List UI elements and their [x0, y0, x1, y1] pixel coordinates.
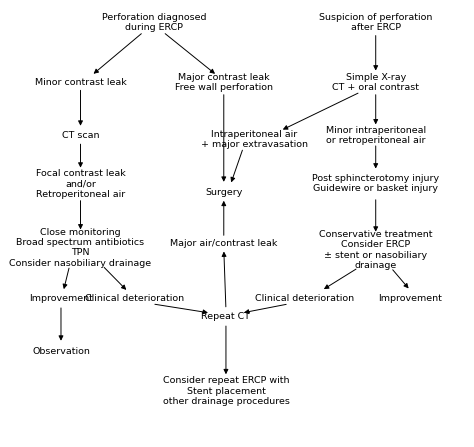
Text: Surgery: Surgery [205, 188, 243, 197]
Text: Perforation diagnosed
during ERCP: Perforation diagnosed during ERCP [102, 13, 207, 32]
Text: Suspicion of perforation
after ERCP: Suspicion of perforation after ERCP [319, 13, 432, 32]
Text: Observation: Observation [32, 347, 90, 356]
Text: Intraperitoneal air
+ major extravasation: Intraperitoneal air + major extravasatio… [201, 130, 308, 149]
Text: Minor contrast leak: Minor contrast leak [35, 78, 127, 87]
Text: Major air/contrast leak: Major air/contrast leak [170, 239, 277, 248]
Text: Minor intraperitoneal
or retroperitoneal air: Minor intraperitoneal or retroperitoneal… [326, 126, 426, 145]
Text: Clinical deterioration: Clinical deterioration [85, 294, 184, 303]
Text: Conservative treatment
Consider ERCP
± stent or nasobiliary
drainage: Conservative treatment Consider ERCP ± s… [319, 230, 432, 270]
Text: CT scan: CT scan [62, 131, 99, 140]
Text: Improvement: Improvement [379, 294, 442, 303]
Text: Consider repeat ERCP with
Stent placement
other drainage procedures: Consider repeat ERCP with Stent placemen… [163, 376, 290, 406]
Text: Simple X-ray
CT + oral contrast: Simple X-ray CT + oral contrast [332, 72, 419, 92]
Text: Close monitoring
Broad spectrum antibiotics
TPN
Consider nasobiliary drainage: Close monitoring Broad spectrum antibiot… [9, 228, 152, 268]
Text: Repeat CT: Repeat CT [201, 312, 250, 320]
Text: Post sphincterotomy injury
Guidewire or basket injury: Post sphincterotomy injury Guidewire or … [312, 174, 439, 194]
Text: Focal contrast leak
and/or
Retroperitoneal air: Focal contrast leak and/or Retroperitone… [36, 169, 126, 198]
Text: Clinical deterioration: Clinical deterioration [255, 294, 354, 303]
Text: Major contrast leak
Free wall perforation: Major contrast leak Free wall perforatio… [175, 72, 273, 92]
Text: Improvement: Improvement [29, 294, 93, 303]
